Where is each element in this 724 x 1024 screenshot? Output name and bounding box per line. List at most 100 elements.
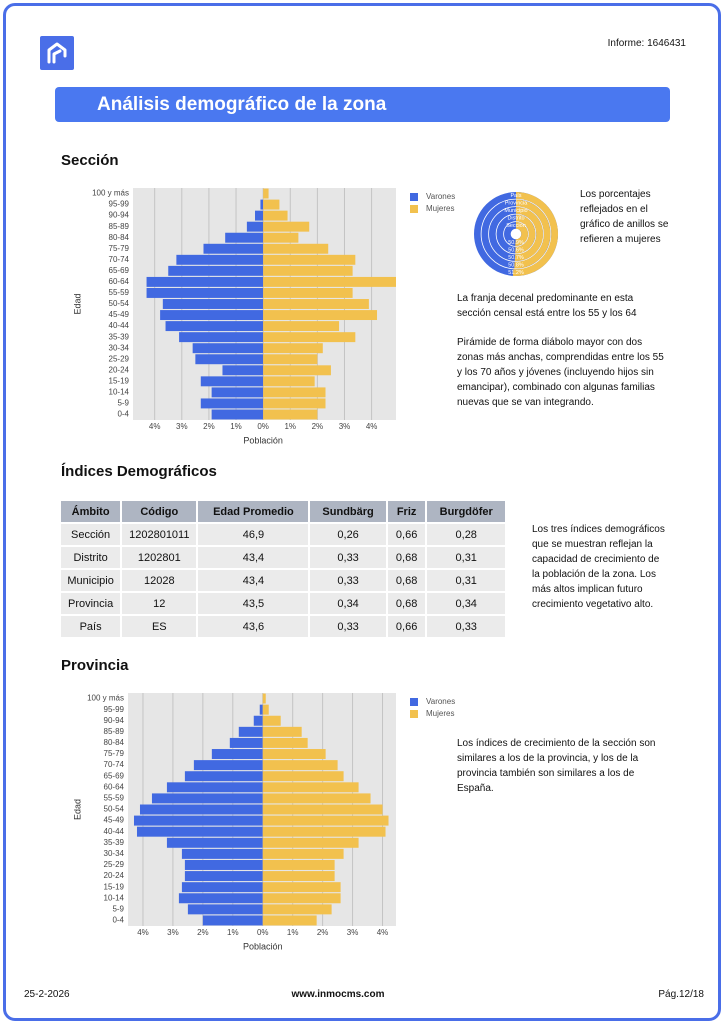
table-row: Municipio 12028 43,4 0,33 0,68 0,31 — [61, 568, 507, 592]
ring-label: Provincia — [505, 200, 529, 206]
y-tick-label: 95-99 — [109, 200, 130, 209]
footer-date: 25-2-2026 — [24, 989, 70, 1000]
y-tick-label: 20-24 — [104, 871, 125, 880]
table-cell: 0,31 — [426, 568, 507, 592]
bar — [238, 726, 263, 737]
table-cell: 0,66 — [386, 522, 428, 546]
bar — [211, 409, 264, 420]
ring-label: Sección — [506, 223, 526, 229]
legend-swatch — [410, 193, 418, 201]
section-heading: Índices Demográficos — [61, 463, 217, 480]
bar — [166, 782, 263, 793]
bar — [262, 726, 302, 737]
x-tick-label: 1% — [287, 928, 299, 937]
bar — [263, 265, 353, 276]
ring-value-label: 50.7% — [508, 255, 524, 261]
bar — [165, 321, 264, 332]
y-tick-label: 50-54 — [109, 299, 130, 308]
bar — [262, 837, 359, 848]
bar — [168, 265, 264, 276]
y-tick-label: 60-64 — [109, 277, 130, 286]
bar — [146, 287, 264, 298]
column-header: Friz — [386, 501, 428, 523]
y-tick-label: 0-4 — [112, 916, 124, 925]
bar — [263, 199, 280, 210]
bar — [181, 848, 263, 859]
table-cell: 43,4 — [197, 568, 311, 592]
bar — [263, 376, 315, 387]
footer-site: www.inmocms.com — [291, 989, 385, 1000]
bar — [262, 815, 389, 826]
y-tick-label: 100 y más — [92, 189, 129, 198]
table-cell: 43,5 — [197, 591, 311, 615]
paragraph: Pirámide de forma diábolo mayor con dos … — [457, 337, 664, 408]
bar — [262, 737, 308, 748]
y-tick-label: 55-59 — [109, 288, 130, 297]
table-cell: 0,66 — [386, 614, 428, 637]
table-cell: 12 — [121, 591, 199, 615]
y-tick-label: 35-39 — [104, 838, 125, 847]
table-cell: 0,31 — [426, 545, 507, 569]
x-tick-label: 2% — [203, 422, 215, 431]
column-header: Ámbito — [61, 501, 123, 523]
y-tick-label: 20-24 — [109, 365, 130, 374]
y-tick-label: 65-69 — [104, 771, 125, 780]
bar — [259, 704, 263, 715]
legend-swatch — [410, 205, 418, 213]
bar — [263, 343, 323, 354]
bar — [263, 354, 318, 365]
bar — [222, 365, 264, 376]
y-tick-label: 75-79 — [104, 749, 125, 758]
ring-label: Municipio — [504, 208, 527, 214]
y-tick-label: 85-89 — [109, 222, 130, 231]
x-tick-label: 0% — [257, 422, 269, 431]
table-cell: 43,4 — [197, 545, 311, 569]
y-tick-label: 15-19 — [104, 882, 125, 891]
table-cell: 0,33 — [309, 568, 388, 592]
x-axis-label: Población — [243, 941, 283, 951]
x-axis-label: Población — [243, 435, 283, 445]
x-tick-label: 2% — [312, 422, 324, 431]
section-heading: Sección — [61, 152, 119, 169]
ring-value-label: 50.8% — [508, 262, 524, 268]
table-cell: 1202801011 — [121, 522, 199, 546]
x-tick-label: 1% — [227, 928, 239, 937]
y-tick-label: 70-74 — [104, 760, 125, 769]
bar — [262, 871, 335, 882]
bar — [203, 243, 264, 254]
y-tick-label: 55-59 — [104, 794, 125, 803]
y-tick-label: 25-29 — [109, 354, 130, 363]
column-header: Sundbärg — [309, 501, 388, 523]
bar — [225, 232, 264, 243]
page-frame — [3, 3, 721, 1021]
table-cell: Provincia — [61, 591, 123, 615]
column-header: Código — [121, 501, 199, 523]
table-cell: 43,6 — [197, 614, 311, 637]
bar — [263, 387, 326, 398]
bar — [262, 804, 383, 815]
table-cell: 0,33 — [426, 614, 507, 637]
ring-label: Distrito — [507, 215, 524, 221]
y-tick-label: 30-34 — [104, 849, 125, 858]
y-tick-label: 80-84 — [109, 233, 130, 242]
y-tick-label: 90-94 — [104, 716, 125, 725]
y-tick-label: 5-9 — [112, 904, 124, 913]
table-cell: 0,28 — [426, 522, 507, 546]
bar — [166, 837, 263, 848]
y-tick-label: 0-4 — [117, 410, 129, 419]
bar — [200, 376, 264, 387]
title-bar — [55, 87, 670, 122]
bar — [192, 343, 264, 354]
y-tick-label: 45-49 — [104, 816, 125, 825]
table-cell: 0,34 — [426, 591, 507, 615]
y-tick-label: 90-94 — [109, 211, 130, 220]
bar — [263, 232, 299, 243]
bar — [262, 782, 359, 793]
bar — [262, 704, 269, 715]
bar — [187, 904, 263, 915]
bar — [263, 310, 378, 321]
bar — [263, 188, 269, 199]
y-tick-label: 60-64 — [104, 782, 125, 791]
table-cell: 0,68 — [386, 568, 428, 592]
table-cell: 0,34 — [309, 591, 388, 615]
